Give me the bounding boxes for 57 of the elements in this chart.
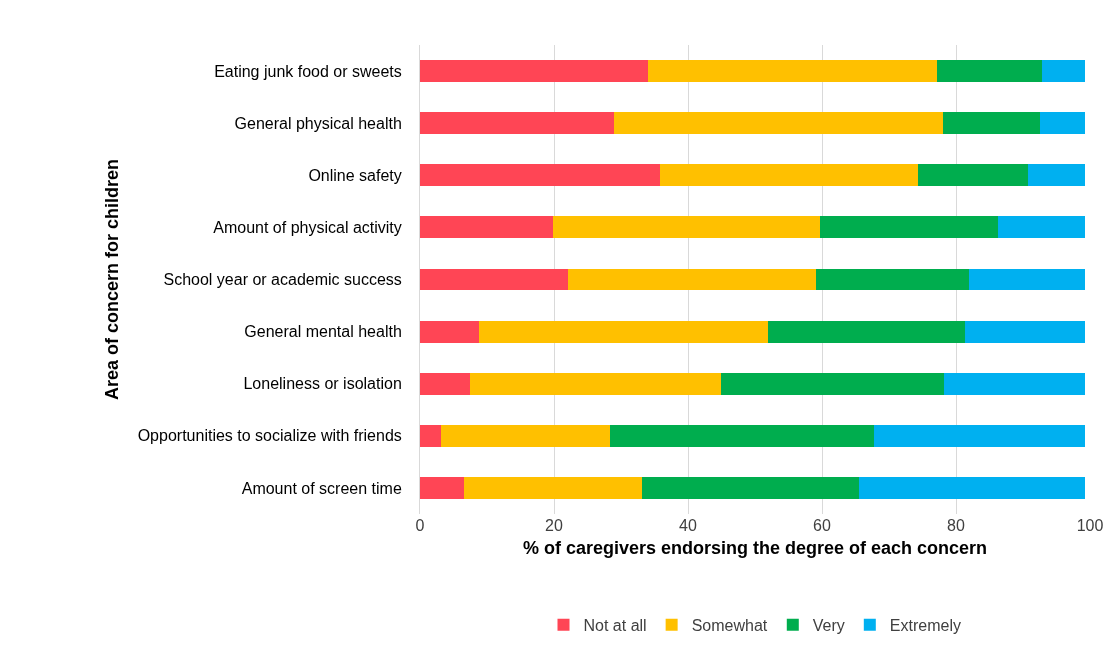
- bar: [610, 424, 874, 447]
- y-tick-label: School year or academic success: [163, 271, 402, 289]
- bar: [648, 60, 938, 82]
- bar: [1028, 164, 1086, 187]
- bar: [469, 372, 721, 395]
- y-tick-label: Opportunities to socialize with friends: [137, 427, 402, 445]
- x-tick-label: 80: [947, 517, 965, 534]
- bar: [969, 268, 1086, 291]
- x-tick-label: 40: [679, 517, 697, 534]
- bar: [464, 477, 643, 499]
- bar: [420, 112, 614, 135]
- bar: [478, 320, 769, 343]
- x-tick-label: 0: [415, 517, 425, 534]
- bar: [420, 424, 441, 447]
- bar: [858, 477, 1086, 499]
- bar: [965, 320, 1086, 343]
- bar: [659, 164, 918, 187]
- x-tick-label: 60: [813, 517, 831, 534]
- legend-label: Very: [812, 616, 845, 634]
- y-tick-label: Amount of physical activity: [213, 218, 402, 236]
- y-tick-label: General mental health: [244, 323, 402, 341]
- bar: [819, 216, 999, 239]
- bar: [420, 60, 649, 82]
- bar: [420, 164, 660, 187]
- bar: [568, 268, 816, 291]
- y-axis-title: Area of concern for children: [101, 158, 122, 401]
- bar: [420, 320, 479, 343]
- bar: [998, 216, 1086, 239]
- x-tick-label: 20: [545, 517, 563, 534]
- bar: [815, 268, 970, 291]
- y-tick-label: Online safety: [308, 166, 402, 184]
- y-tick-label: Amount of screen time: [241, 479, 402, 497]
- x-axis-title: % of caregivers endorsing the degree of each concern: [522, 538, 988, 559]
- y-tick-label: Loneliness or isolation: [243, 375, 402, 393]
- bar: [642, 477, 859, 499]
- x-tick-label: 100: [1076, 517, 1104, 534]
- bar: [613, 112, 944, 135]
- bar: [937, 60, 1043, 82]
- legend-label: Extremely: [889, 616, 961, 634]
- bar: [873, 424, 1086, 447]
- bar: [420, 268, 569, 291]
- bar: [1042, 60, 1086, 82]
- bar: [943, 112, 1040, 135]
- bar: [420, 477, 465, 499]
- y-tick-label: General physical health: [234, 114, 402, 132]
- bar: [1039, 112, 1086, 135]
- bar: [420, 372, 470, 395]
- bar: [720, 372, 944, 395]
- bar: [420, 216, 553, 239]
- y-tick-label: Eating junk food or sweets: [214, 62, 402, 80]
- legend-label: Not at all: [583, 616, 647, 634]
- bar: [943, 372, 1086, 395]
- bar: [552, 216, 820, 239]
- legend-label: Somewhat: [691, 616, 768, 634]
- bar: [917, 164, 1029, 187]
- bar: [768, 320, 966, 343]
- bar: [440, 424, 611, 447]
